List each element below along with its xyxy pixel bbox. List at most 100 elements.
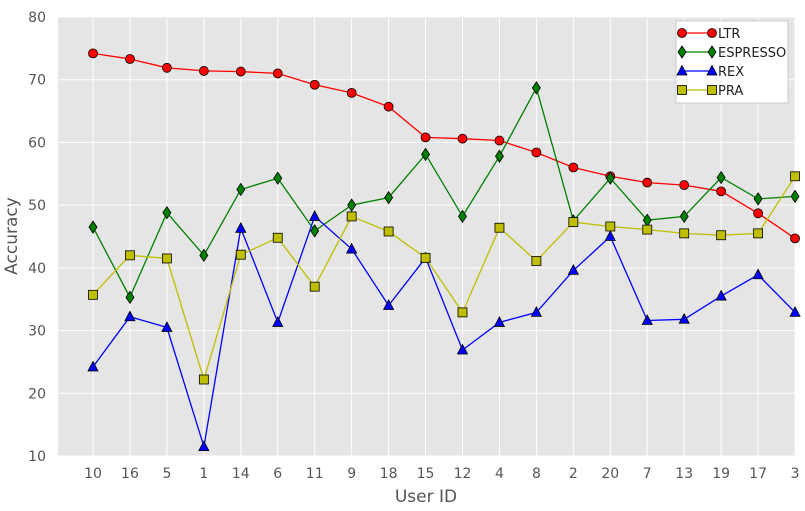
- data-point-pra-6: [272, 232, 283, 243]
- legend-box: [675, 20, 789, 104]
- y-tick-label-30: 30: [28, 324, 46, 340]
- plot-background: [58, 17, 795, 456]
- legend-label-ltr: LTR: [718, 27, 740, 42]
- data-point-rex-7: [641, 314, 653, 325]
- legend-marker-left-ltr: [677, 28, 687, 38]
- data-point-pra-7: [642, 224, 653, 235]
- x-tick-label-5: 5: [162, 466, 171, 482]
- series-line-espresso: [92, 86, 796, 299]
- data-point-espresso-10: [88, 220, 98, 234]
- data-point-espresso-5: [162, 205, 172, 220]
- legend-label-rex: REX: [718, 65, 744, 80]
- data-point-ltr-4: [494, 135, 505, 146]
- data-point-ltr-14: [235, 66, 246, 77]
- data-point-ltr-19: [716, 186, 727, 197]
- data-point-pra-8: [531, 256, 542, 266]
- data-point-espresso-16: [125, 290, 135, 305]
- data-point-espresso-9: [347, 198, 357, 212]
- x-tick-labels: 10 16 5 1 14 6 11 9 18 15 12 4 8 2 20 7 13 19 17 3: [84, 466, 799, 482]
- y-axis-title: Accuracy: [2, 197, 22, 275]
- data-point-rex-1: [198, 440, 210, 451]
- data-point-ltr-5: [161, 62, 172, 73]
- data-point-pra-3: [790, 171, 800, 182]
- data-point-ltr-9: [346, 87, 357, 98]
- data-point-rex-20: [604, 230, 616, 241]
- legend-marker-left-pra: [677, 85, 687, 95]
- data-point-rex-5: [161, 321, 173, 332]
- x-tick-label-4: 4: [495, 466, 504, 482]
- data-point-espresso-6: [273, 171, 283, 185]
- data-point-ltr-12: [457, 133, 468, 144]
- series-line-pra: [92, 175, 796, 382]
- data-point-pra-13: [679, 228, 690, 239]
- x-tick-label-15: 15: [417, 466, 435, 482]
- x-tick-label-9: 9: [347, 466, 356, 482]
- data-point-ltr-3: [790, 233, 800, 244]
- data-point-ltr-17: [753, 208, 763, 219]
- data-point-rex-6: [272, 316, 284, 327]
- x-tick-label-10: 10: [84, 466, 102, 482]
- data-point-espresso-18: [384, 190, 394, 205]
- data-point-espresso-13: [679, 209, 689, 224]
- data-point-ltr-18: [383, 101, 394, 112]
- data-point-espresso-17: [753, 192, 763, 206]
- y-tick-label-60: 60: [28, 135, 46, 151]
- legend-marker-right-espresso: [707, 45, 717, 59]
- x-tick-label-16: 16: [121, 466, 139, 482]
- x-tick-label-2: 2: [569, 466, 578, 482]
- legend-label-espresso: ESPRESSO: [718, 46, 786, 61]
- data-point-espresso-1: [199, 248, 209, 263]
- legend-label-pra: PRA: [718, 84, 743, 99]
- data-point-pra-15: [420, 252, 431, 263]
- x-tick-label-11: 11: [306, 466, 324, 482]
- x-tick-label-18: 18: [380, 466, 398, 482]
- data-point-ltr-15: [420, 132, 431, 143]
- data-point-espresso-15: [421, 147, 431, 162]
- x-tick-label-1: 1: [199, 466, 208, 482]
- data-point-pra-10: [88, 289, 98, 300]
- data-point-pra-9: [346, 211, 357, 222]
- data-point-pra-18: [383, 226, 394, 237]
- data-point-pra-16: [125, 250, 135, 261]
- data-point-ltr-16: [125, 54, 135, 64]
- data-point-pra-11: [309, 281, 320, 292]
- x-tick-label-17: 17: [749, 466, 767, 482]
- series-line-rex: [92, 215, 796, 447]
- y-tick-labels: 10 20 30 40 50 60 70 80: [28, 10, 46, 465]
- data-point-pra-2: [568, 217, 579, 227]
- data-point-rex-9: [345, 242, 358, 254]
- data-point-espresso-19: [716, 170, 726, 185]
- legend-marker-left-rex: [676, 64, 688, 76]
- data-point-ltr-1: [198, 66, 209, 76]
- data-point-rex-14: [235, 221, 247, 233]
- data-point-rex-11: [309, 210, 321, 221]
- data-point-espresso-4: [494, 149, 504, 163]
- data-point-rex-10: [87, 360, 99, 372]
- x-axis-title: User ID: [395, 487, 457, 507]
- legend-marker-right-ltr: [707, 28, 717, 38]
- x-tick-label-19: 19: [712, 466, 730, 482]
- legend-marker-right-pra: [707, 85, 717, 95]
- x-tick-label-6: 6: [273, 466, 282, 482]
- x-tick-label-20: 20: [601, 466, 619, 482]
- y-tick-label-80: 80: [28, 10, 46, 26]
- data-point-rex-16: [124, 310, 136, 322]
- x-tick-label-7: 7: [643, 466, 652, 482]
- data-point-rex-3: [789, 306, 801, 317]
- y-tick-label-20: 20: [28, 386, 46, 402]
- data-point-ltr-2: [568, 162, 579, 173]
- data-point-pra-1: [198, 374, 209, 385]
- data-point-espresso-3: [790, 189, 800, 204]
- data-point-ltr-10: [88, 48, 98, 59]
- series-markers: [87, 48, 801, 451]
- data-point-ltr-11: [309, 79, 320, 90]
- data-point-rex-17: [752, 268, 764, 280]
- data-point-rex-19: [715, 289, 727, 301]
- data-point-ltr-8: [531, 147, 542, 158]
- data-point-rex-4: [493, 316, 506, 327]
- data-point-pra-4: [494, 222, 505, 233]
- data-point-rex-2: [567, 264, 580, 275]
- y-tick-label-40: 40: [28, 261, 46, 277]
- data-point-rex-8: [530, 306, 543, 317]
